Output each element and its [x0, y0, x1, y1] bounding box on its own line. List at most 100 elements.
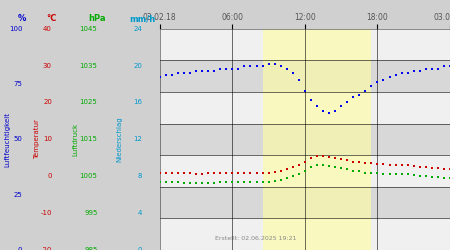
Point	[241, 170, 248, 174]
Point	[380, 172, 387, 176]
Text: 24: 24	[134, 26, 142, 32]
Text: 12: 12	[133, 136, 142, 142]
Point	[229, 66, 236, 70]
Point	[289, 165, 297, 169]
Point	[253, 64, 260, 68]
Point	[428, 175, 436, 179]
Point	[374, 162, 381, 166]
Point	[344, 158, 351, 162]
Text: Luftdruck: Luftdruck	[72, 123, 78, 156]
Text: mm/h: mm/h	[129, 14, 155, 23]
Point	[186, 180, 194, 184]
Point	[410, 164, 417, 168]
Bar	[160, 60, 450, 92]
Point	[332, 165, 339, 169]
Point	[338, 166, 345, 170]
Point	[211, 69, 218, 73]
Point	[350, 169, 357, 173]
Point	[229, 170, 236, 174]
Point	[295, 163, 302, 167]
Bar	[160, 60, 450, 92]
Bar	[160, 124, 450, 155]
Point	[235, 66, 242, 70]
Point	[271, 62, 278, 66]
Point	[344, 100, 351, 104]
Point	[368, 161, 375, 165]
Text: 8: 8	[138, 173, 142, 179]
Point	[344, 167, 351, 171]
Point	[320, 154, 327, 158]
Point	[211, 180, 218, 184]
Point	[168, 180, 176, 184]
Point	[398, 163, 405, 167]
Point	[283, 66, 290, 70]
Point	[168, 73, 176, 77]
Point	[247, 64, 254, 68]
Point	[302, 89, 309, 93]
Point	[289, 71, 297, 75]
Text: Erstellt: 02.06.2025 19:21: Erstellt: 02.06.2025 19:21	[215, 236, 296, 241]
Point	[325, 164, 333, 168]
Point	[174, 180, 181, 184]
Point	[307, 98, 315, 102]
Text: hPa: hPa	[89, 14, 106, 23]
Point	[193, 172, 200, 176]
Text: 0: 0	[47, 173, 52, 179]
Point	[441, 176, 448, 180]
Bar	[160, 92, 450, 124]
Point	[295, 78, 302, 82]
Point	[302, 160, 309, 164]
Text: 1015: 1015	[80, 136, 98, 142]
Point	[398, 172, 405, 176]
Point	[422, 174, 429, 178]
Point	[271, 170, 278, 174]
Bar	[160, 155, 450, 187]
Bar	[160, 187, 450, 218]
Point	[313, 154, 320, 158]
Point	[223, 171, 230, 175]
Point	[186, 71, 194, 75]
Point	[356, 170, 363, 173]
Point	[398, 71, 405, 75]
Point	[253, 170, 260, 174]
Point	[374, 171, 381, 175]
Text: 1005: 1005	[80, 173, 98, 179]
Point	[162, 73, 169, 77]
Text: °C: °C	[47, 14, 57, 23]
Point	[277, 178, 284, 182]
Point	[392, 172, 399, 176]
Text: 995: 995	[84, 210, 98, 216]
Point	[223, 66, 230, 70]
Text: 0: 0	[18, 247, 22, 250]
Bar	[160, 29, 450, 60]
Point	[332, 156, 339, 160]
Point	[404, 172, 411, 176]
Point	[229, 180, 236, 184]
Point	[416, 174, 423, 178]
Point	[368, 84, 375, 88]
Point	[174, 170, 181, 174]
Bar	[160, 218, 450, 250]
Bar	[160, 218, 450, 250]
Text: 1025: 1025	[80, 100, 98, 105]
Point	[374, 80, 381, 84]
Text: 1045: 1045	[80, 26, 98, 32]
Point	[434, 66, 441, 70]
Point	[193, 69, 200, 73]
Point	[302, 169, 309, 173]
Point	[235, 180, 242, 184]
Text: 30: 30	[43, 63, 52, 69]
Point	[380, 162, 387, 166]
Point	[162, 180, 169, 184]
Point	[247, 180, 254, 184]
Text: 100: 100	[9, 26, 22, 32]
Point	[428, 166, 436, 170]
Point	[241, 64, 248, 68]
Point	[204, 171, 212, 175]
Bar	[160, 29, 450, 60]
Point	[416, 69, 423, 73]
Text: Niederschlag: Niederschlag	[117, 116, 123, 162]
Text: 50: 50	[14, 136, 22, 142]
Point	[223, 180, 230, 184]
Point	[332, 108, 339, 112]
